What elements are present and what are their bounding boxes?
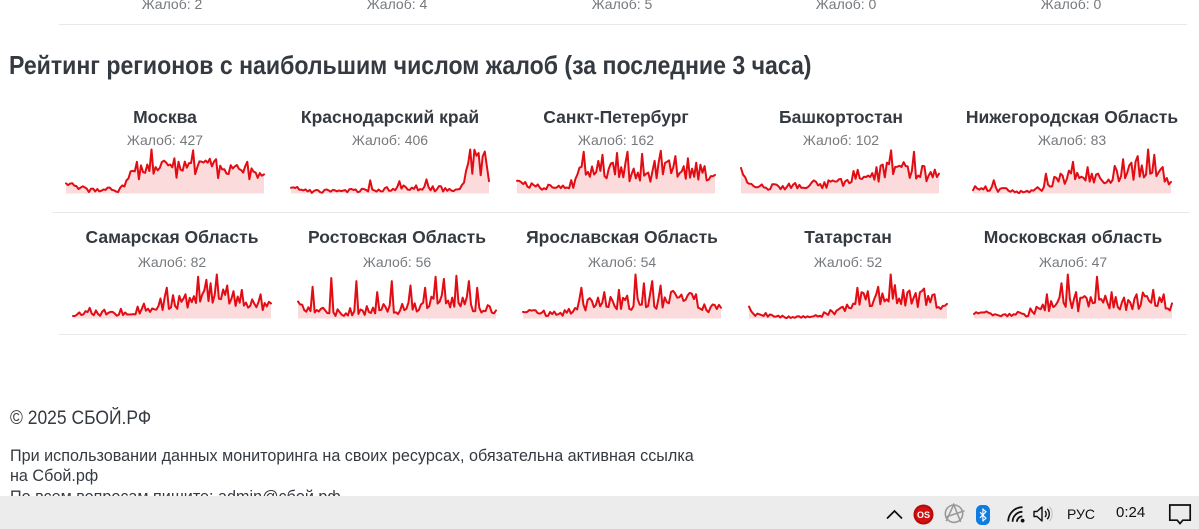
svg-text:OS: OS — [917, 509, 930, 519]
